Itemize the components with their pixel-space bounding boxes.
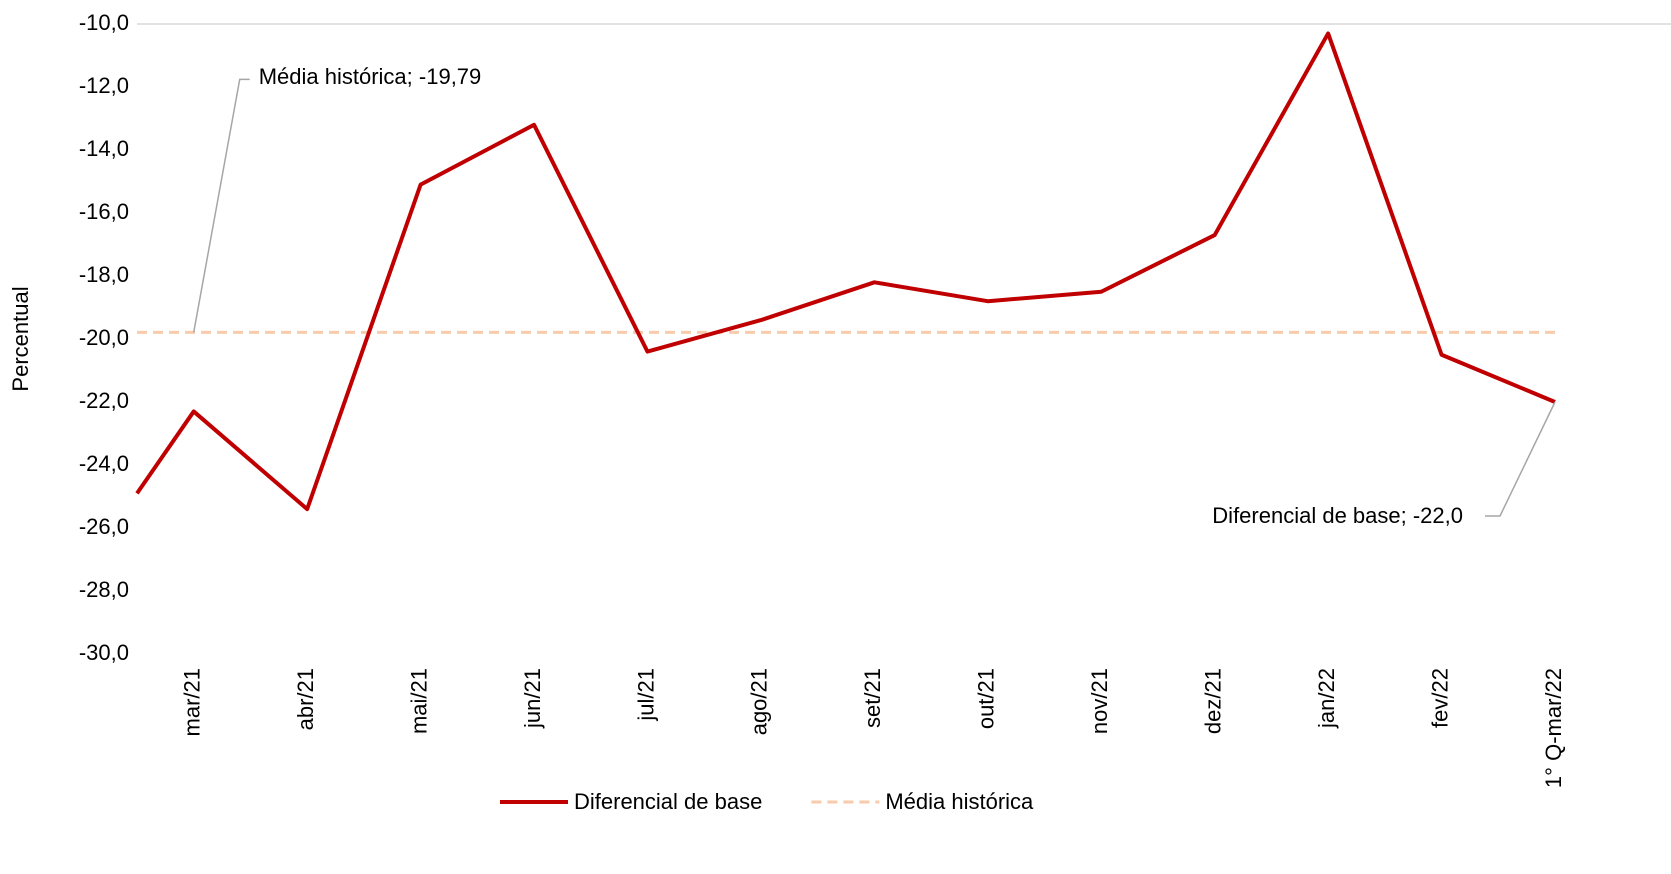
x-tick-label: 1° Q-mar/22 [1541,668,1566,788]
x-tick-label: mai/21 [406,668,431,734]
data-label: Média histórica; -19,79 [259,64,482,89]
y-tick-label: -12,0 [79,73,129,98]
x-tick-label: jul/21 [633,668,658,722]
y-tick-label: -22,0 [79,388,129,413]
series-line [135,31,1556,512]
label-leader [192,78,250,333]
y-tick-label: -24,0 [79,451,129,476]
y-tick-label: -26,0 [79,514,129,539]
y-tick-label: -14,0 [79,136,129,161]
y-tick-label: -28,0 [79,577,129,602]
y-axis-label: Percentual [8,286,33,391]
y-tick-label: -30,0 [79,640,129,665]
x-tick-label: dez/21 [1200,668,1225,734]
y-tick-label: -10,0 [79,10,129,35]
x-tick-label: fev/22 [1427,668,1452,728]
x-tick-label: nov/21 [1087,668,1112,734]
label-leader [1485,401,1556,517]
y-tick-label: -16,0 [79,199,129,224]
y-tick-label: -18,0 [79,262,129,287]
x-tick-label: ago/21 [747,668,772,735]
x-tick-label: mar/21 [180,668,205,736]
x-tick-label: abr/21 [293,668,318,730]
x-tick-label: jun/21 [520,668,545,729]
y-tick-label: -20,0 [79,325,129,350]
legend-label: Média histórica [885,789,1034,814]
x-tick-label: set/21 [860,668,885,728]
x-tick-label: jan/22 [1314,668,1339,729]
legend-label: Diferencial de base [574,789,762,814]
data-label: Diferencial de base; -22,0 [1212,503,1463,528]
x-tick-label: out/21 [974,668,999,729]
